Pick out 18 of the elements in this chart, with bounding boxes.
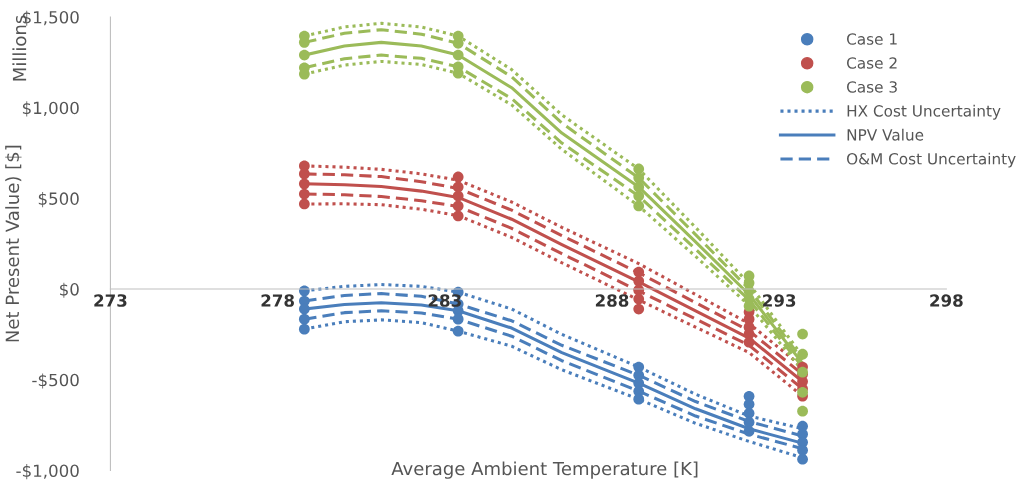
x-tick-label: 288 — [595, 294, 629, 307]
y-axis-title: Net Present Value) [$] — [5, 145, 22, 342]
y-tick-label: $1,000 — [22, 101, 79, 117]
x-tick-label: 298 — [930, 294, 963, 307]
y-tick-label: -$1,000 — [16, 464, 79, 480]
legend-label: Case 3 — [846, 81, 897, 93]
x-axis-title: Average Ambient Temperature [K] — [391, 461, 698, 479]
x-tick-label: 278 — [261, 294, 294, 307]
legend-label: HX Cost Uncertainty — [847, 104, 1001, 120]
legend-label: Case 1 — [846, 33, 897, 45]
legend-label: O&M Cost Uncertainty — [846, 152, 1016, 168]
x-tick-label: 293 — [763, 294, 796, 307]
y-tick-label: $500 — [38, 192, 79, 208]
y-tick-label: -$500 — [32, 373, 79, 389]
legend-label: Case 2 — [846, 57, 897, 69]
legend-label: NPV Value — [847, 128, 924, 141]
y-tick-label: $0 — [60, 282, 79, 298]
x-tick-label: 273 — [94, 294, 127, 307]
